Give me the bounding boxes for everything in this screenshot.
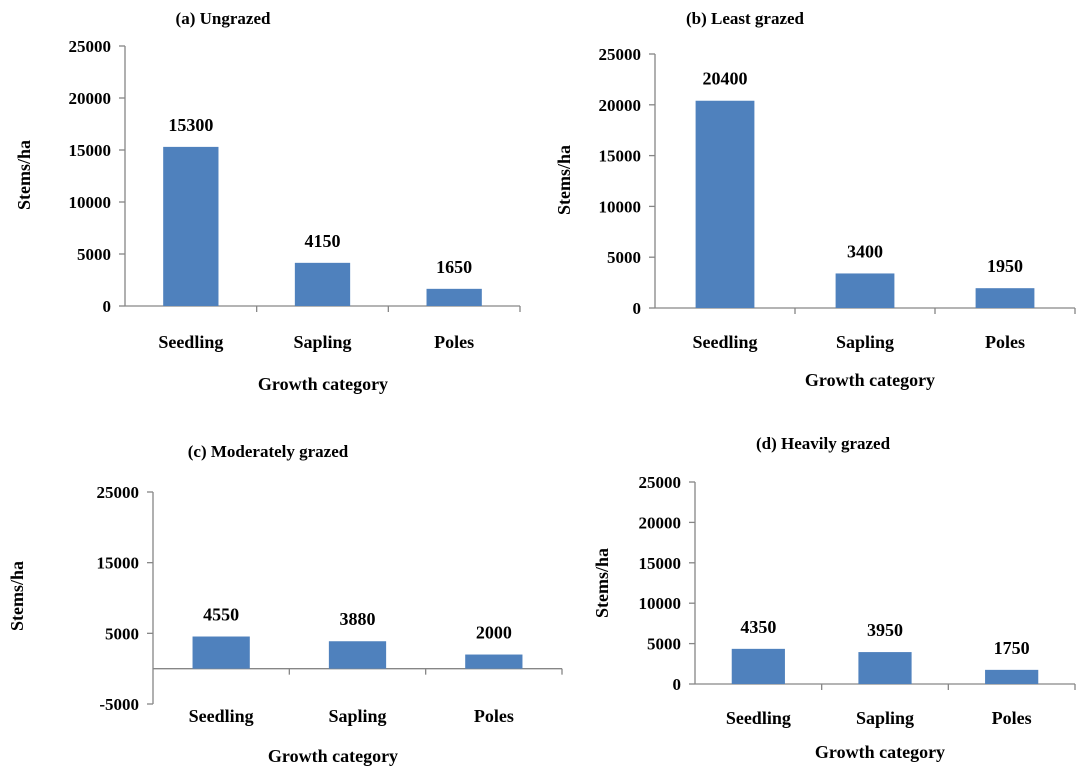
- data-label: 4550: [203, 605, 239, 625]
- y-tick-label: 5000: [105, 624, 139, 643]
- y-axis-title: Stems/ha: [554, 145, 574, 215]
- y-tick-label: 20000: [599, 96, 642, 115]
- x-tick-label: Poles: [985, 332, 1025, 352]
- chart-title: (c) Moderately grazed: [188, 442, 349, 461]
- bar-poles: [426, 288, 482, 306]
- y-tick-label: 25000: [69, 37, 112, 56]
- y-axis-title: Stems/ha: [14, 140, 34, 210]
- y-tick-label: 0: [633, 299, 642, 318]
- bar-seedling: [163, 146, 219, 306]
- bar-poles: [465, 654, 523, 669]
- chart-title: (a) Ungrazed: [176, 9, 271, 28]
- y-tick-label: 15000: [639, 554, 682, 573]
- data-label: 4150: [305, 231, 341, 251]
- y-tick-label: -5000: [99, 695, 139, 714]
- bar-seedling: [731, 648, 785, 684]
- data-label: 4350: [740, 617, 776, 637]
- x-tick-label: Seedling: [158, 332, 223, 352]
- x-tick-label: Poles: [434, 332, 474, 352]
- x-tick-label: Sapling: [328, 706, 386, 726]
- y-tick-label: 0: [103, 297, 112, 316]
- bar-sapling: [328, 641, 387, 669]
- y-tick-label: 5000: [77, 245, 111, 264]
- chart-panel-1: (a) Ungrazed 0 5000 10000 15000 20000 25000 153…: [14, 9, 521, 394]
- y-tick-label: 15000: [599, 147, 642, 166]
- data-label: 3950: [867, 620, 903, 640]
- x-tick-label: Sapling: [836, 332, 894, 352]
- bar-sapling: [835, 273, 895, 308]
- x-tick-label: Sapling: [293, 332, 351, 352]
- y-tick-label: 25000: [639, 473, 682, 492]
- y-tick-label: 20000: [69, 89, 112, 108]
- y-tick-label: 15000: [69, 141, 112, 160]
- data-label: 3400: [847, 241, 883, 261]
- chart-panel-3: (c) Moderately grazed -5000 5000 15000 25000…: [7, 442, 563, 766]
- x-axis-title: Growth category: [258, 374, 388, 394]
- y-tick-label: 0: [673, 675, 682, 694]
- y-tick-label: 25000: [97, 483, 140, 502]
- x-tick-label: Sapling: [856, 708, 914, 728]
- chart-title: (b) Least grazed: [686, 9, 805, 28]
- bar-poles: [985, 669, 1039, 684]
- x-tick-label: Poles: [474, 706, 514, 726]
- data-label: 3880: [340, 609, 376, 629]
- data-label: 1650: [436, 257, 472, 277]
- x-axis-title: Growth category: [805, 370, 935, 390]
- bar-seedling: [695, 100, 755, 309]
- data-label: 1750: [994, 638, 1030, 658]
- y-tick-label: 10000: [639, 594, 682, 613]
- data-label: 2000: [476, 623, 512, 643]
- data-label: 15300: [168, 115, 213, 135]
- x-axis-title: Growth category: [268, 746, 398, 766]
- y-tick-label: 25000: [599, 45, 642, 64]
- y-tick-label: 15000: [97, 554, 140, 573]
- bar-poles: [975, 288, 1035, 308]
- y-tick-label: 5000: [607, 248, 641, 267]
- x-tick-label: Seedling: [726, 708, 791, 728]
- chart-panel-2: (b) Least grazed 0 5000 10000 15000 20000 2500…: [554, 9, 1076, 390]
- bar-sapling: [858, 652, 912, 684]
- y-tick-label: 10000: [69, 193, 112, 212]
- data-label: 20400: [703, 69, 748, 89]
- bar-seedling: [192, 636, 250, 669]
- bar-sapling: [294, 262, 351, 306]
- x-tick-label: Seedling: [189, 706, 254, 726]
- y-axis-title: Stems/ha: [7, 561, 27, 631]
- chart-title: (d) Heavily grazed: [756, 434, 891, 453]
- y-axis-title: Stems/ha: [592, 548, 612, 618]
- chart-panel-4: (d) Heavily grazed 0 5000 10000 15000 20000 25…: [592, 434, 1076, 762]
- x-tick-label: Seedling: [692, 332, 757, 352]
- x-tick-label: Poles: [992, 708, 1032, 728]
- y-tick-label: 20000: [639, 513, 682, 532]
- y-tick-label: 5000: [647, 635, 681, 654]
- y-tick-label: 10000: [599, 197, 642, 216]
- x-axis-title: Growth category: [815, 742, 945, 762]
- data-label: 1950: [987, 256, 1023, 276]
